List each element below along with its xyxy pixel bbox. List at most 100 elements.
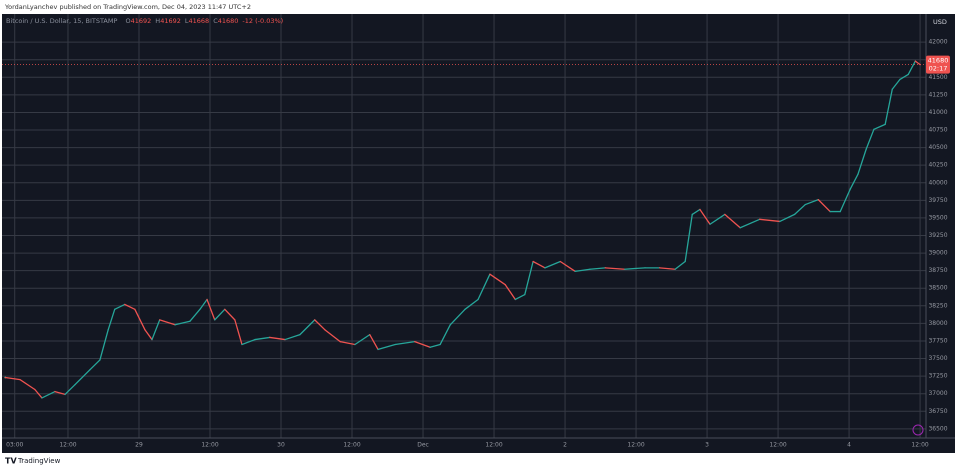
price-segment xyxy=(159,319,176,326)
price-segment xyxy=(394,341,416,346)
price-segment xyxy=(873,123,886,130)
price-segment xyxy=(899,73,909,81)
price-segment xyxy=(41,390,56,399)
replay-icon[interactable] xyxy=(912,424,924,436)
legend-text: Bitcoin / U.S. Dollar, 15, BITSTAMP O416… xyxy=(6,17,283,25)
price-segment xyxy=(804,198,819,206)
currency: USD xyxy=(933,18,947,26)
price-segment xyxy=(324,329,341,343)
x-tick-label: 12:00 xyxy=(627,442,644,449)
x-tick-label: 12:00 xyxy=(911,442,928,449)
price-segment xyxy=(514,293,526,301)
y-tick-label: 39250 xyxy=(928,232,947,239)
price-segment xyxy=(817,198,831,213)
price-segment xyxy=(891,78,901,90)
price-segment xyxy=(504,284,516,301)
ohlc-value: 41680 xyxy=(218,17,239,25)
y-tick-label: 37250 xyxy=(928,373,947,380)
price-segment xyxy=(241,338,256,346)
price-segment xyxy=(214,308,226,321)
price-segment xyxy=(709,213,726,225)
y-tick-label: 41250 xyxy=(928,91,947,98)
price-segment xyxy=(439,324,451,346)
y-tick-label: 36750 xyxy=(928,408,947,415)
last-price: 41680 xyxy=(928,57,949,65)
price-segment xyxy=(4,376,21,381)
price-segment xyxy=(699,208,711,225)
price-segment xyxy=(779,213,796,223)
y-tick-label: 37750 xyxy=(928,337,947,344)
y-tick-label: 40750 xyxy=(928,127,947,134)
price-segment xyxy=(124,303,136,310)
series xyxy=(4,60,921,399)
y-tick-label: 40500 xyxy=(928,144,947,151)
price-segment xyxy=(144,329,153,341)
y-tick-label: 42000 xyxy=(928,39,947,46)
x-tick-label: 03:00 xyxy=(6,442,23,449)
price-segment xyxy=(839,188,851,213)
price-segment xyxy=(793,203,806,216)
x-tick-label: 29 xyxy=(135,442,143,449)
y-tick-label: 38500 xyxy=(928,285,947,292)
price-segment xyxy=(414,341,431,348)
price-segment xyxy=(299,319,316,336)
price-segment xyxy=(54,390,66,396)
price-segment xyxy=(849,173,859,190)
x-tick-label: 3 xyxy=(705,442,709,449)
ohlc-value: 41692 xyxy=(131,17,152,25)
price-segment xyxy=(544,260,561,269)
ohlc-value: 41668 xyxy=(189,17,210,25)
x-tick-label: 12:00 xyxy=(485,442,502,449)
y-tick-label: 41000 xyxy=(928,109,947,116)
ohlc-value: 41692 xyxy=(160,17,181,25)
price-segment xyxy=(907,60,916,76)
price-segment xyxy=(19,378,36,391)
x-tick-label: 30 xyxy=(277,442,285,449)
price-segment xyxy=(234,319,243,346)
price-segment xyxy=(659,267,676,270)
axes: 36500 36750 37000 37250 37500 37750 38000 38250… xyxy=(6,39,948,449)
y-tick-label: 37000 xyxy=(928,390,947,397)
y-tick-label: 41500 xyxy=(928,74,947,81)
price-segment xyxy=(724,213,741,229)
chart-background xyxy=(2,14,955,453)
price-segment xyxy=(691,208,701,216)
price-segment xyxy=(284,333,301,341)
price-segment xyxy=(524,260,534,296)
price-segment xyxy=(759,218,781,223)
price-segment xyxy=(99,329,109,361)
y-tick-label: 36500 xyxy=(928,425,947,432)
y-tick-label: 38250 xyxy=(928,302,947,309)
price-segment xyxy=(354,333,371,346)
x-tick-label: 2 xyxy=(563,442,567,449)
price-segment xyxy=(532,260,546,269)
ohlc-label: C xyxy=(213,17,218,25)
price-segment xyxy=(269,336,286,341)
symbol-title: Bitcoin / U.S. Dollar, 15, BITSTAMP xyxy=(6,17,117,25)
price-segment xyxy=(739,218,761,229)
price-segment xyxy=(339,341,356,346)
change: -12 (-0.03%) xyxy=(242,17,283,25)
price-segment xyxy=(114,303,126,310)
y-tick-label: 38750 xyxy=(928,267,947,274)
price-segment xyxy=(574,268,591,273)
grid xyxy=(2,14,926,438)
x-tick-label: 12:00 xyxy=(59,442,76,449)
legend: Bitcoin / U.S. Dollar, 15, BITSTAMP O416… xyxy=(6,17,283,25)
x-tick-label: Dec xyxy=(417,442,429,449)
ohlc-label: L xyxy=(185,17,189,25)
x-tick-label: 12:00 xyxy=(201,442,218,449)
price-segment xyxy=(314,319,326,331)
brand-logo: 𝗧𝗩 xyxy=(5,457,17,466)
brand-name: TradingView xyxy=(17,457,61,465)
price-segment xyxy=(477,273,491,301)
y-tick-label: 38000 xyxy=(928,320,947,327)
price-segment xyxy=(89,359,101,371)
y-tick-label: 39750 xyxy=(928,197,947,204)
price-segment xyxy=(134,308,146,331)
x-tick-label: 12:00 xyxy=(343,442,360,449)
price-segment xyxy=(589,267,606,270)
price-segment xyxy=(624,267,646,270)
last-price-background xyxy=(926,55,950,74)
price-segment xyxy=(34,388,43,399)
